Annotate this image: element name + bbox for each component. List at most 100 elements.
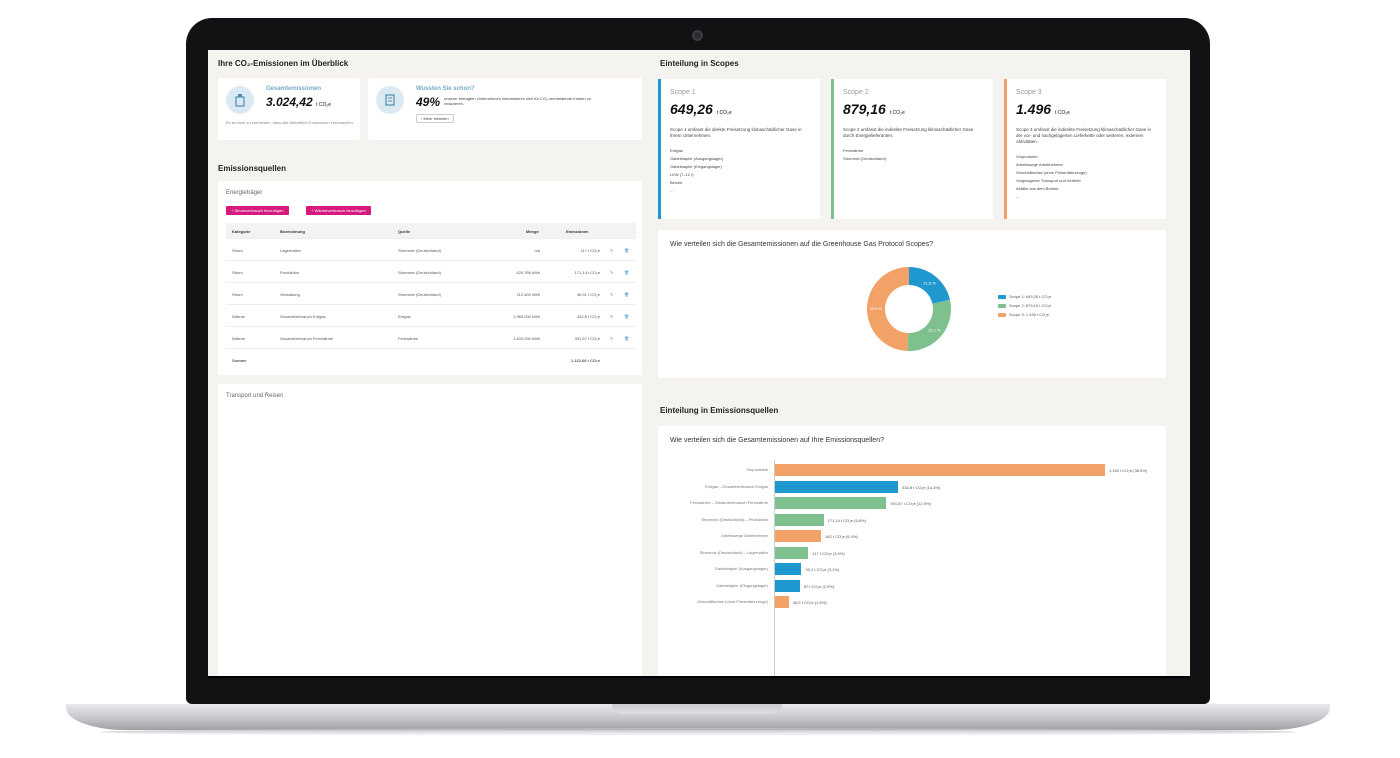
scope-name: Scope 2 <box>843 89 869 96</box>
transport-title[interactable]: Transport und Reisen <box>226 393 284 399</box>
scope-chart-card: Wie verteilen sich die Gesamtemissionen … <box>658 230 1166 378</box>
fact-label: Wussten Sie schon? <box>416 86 475 92</box>
more-info-button[interactable]: › Mehr erfahren <box>416 114 454 123</box>
trash-icon[interactable]: 🗑 <box>624 270 630 275</box>
pencil-icon[interactable]: ✎ <box>610 314 614 319</box>
legend-swatch <box>998 312 1006 317</box>
bar[interactable] <box>775 464 1105 476</box>
bar-chart: Vorprodukte 1.160 t CO₂e (38,5%) Erdgas – … <box>658 460 1166 676</box>
donut-slice[interactable] <box>866 267 909 351</box>
fact-value: 49% <box>416 95 441 109</box>
bar[interactable] <box>775 530 822 542</box>
bar-value-label: 391,57 t CO₂e (12,9%) <box>890 501 931 506</box>
bar-value-label: 432,8 t CO₂e (14,3%) <box>902 484 941 490</box>
bar[interactable] <box>775 513 824 526</box>
energy-card: Energieträger + Stromverbrauch hinzufüge… <box>218 181 642 375</box>
scope-color-bar <box>1004 79 1007 219</box>
pencil-icon[interactable]: ✎ <box>610 248 614 253</box>
scope-card-1: Scope 1 649,26 t CO₂e Scope 1 umfasst di… <box>658 79 820 219</box>
bar[interactable] <box>775 546 809 559</box>
total-emissions-card: Gesamtemissionen 3.024,42 t CO₂e Es ist … <box>218 78 360 140</box>
bar-category-label: Gabelstapler (Ausgangslager) <box>714 566 768 571</box>
legend-label: Scope 2: 879,16 t CO₂e <box>1009 303 1052 308</box>
pencil-icon[interactable]: ✎ <box>610 270 614 275</box>
laptop-notch <box>612 704 782 714</box>
sources-title: Emissionsquellen <box>218 164 287 173</box>
bar[interactable] <box>775 563 802 575</box>
sources-chart-card: Wie verteilen sich die Gesamtemissionen … <box>658 426 1166 676</box>
add-power-button[interactable]: + Stromverbrauch hinzufügen <box>226 206 289 215</box>
trash-icon[interactable]: 🗑 <box>624 314 630 319</box>
table-row: Strom Produktion Strommix (Deutschland) … <box>226 261 636 283</box>
bar-category-label: Strommix (Deutschland) – Produktion <box>701 516 768 522</box>
laptop-shadow <box>100 728 1296 736</box>
bar[interactable] <box>775 579 800 592</box>
bar-value-label: 171,14 t CO₂e (5,6%) <box>827 517 866 523</box>
legend-item[interactable]: Scope 3: 1.496 t CO₂e <box>998 312 1049 317</box>
total-note: Es ist nicht zu vermeiden, dass alle Akt… <box>226 120 354 125</box>
building-icon <box>226 86 254 114</box>
screen: Ihre CO₂-Emissionen im Überblick Gesamte… <box>208 50 1190 676</box>
bar-value-label: 93,1 t CO₂e (3,1%) <box>805 567 840 572</box>
donut-legend: Scope 1: 649,26 t CO₂e Scope 2: 879,16 t … <box>998 294 1118 324</box>
trash-icon[interactable]: 🗑 <box>624 336 630 341</box>
donut-slice[interactable] <box>909 267 950 304</box>
sources-chart-title: Einteilung in Emissionsquellen <box>660 406 779 415</box>
scope-card-2: Scope 2 879,16 t CO₂e Scope 2 umfasst di… <box>831 79 993 219</box>
bar-category-label: Gabelstapler (Eingangslager) <box>715 582 768 588</box>
legend-item[interactable]: Scope 2: 879,16 t CO₂e <box>998 303 1051 308</box>
bar[interactable] <box>775 480 899 493</box>
table-header: Kategorie Bezeichnung Quelle Menge Emiss… <box>226 223 636 239</box>
scope-desc: Scope 2 umfasst die indirekte Freisetzun… <box>843 127 974 138</box>
scope-value: 1.496 t CO₂e <box>1016 101 1070 117</box>
pencil-icon[interactable]: ✎ <box>610 336 614 341</box>
scope-list: Erdgas Gabelstapler (Ausgangslager) Gabe… <box>670 148 724 193</box>
sources-chart-question: Wie verteilen sich die Gesamtemissionen … <box>670 437 884 444</box>
bar-category-label: Vorprodukte <box>746 467 768 472</box>
trash-icon[interactable]: 🗑 <box>624 292 630 297</box>
energy-title: Energieträger <box>226 190 263 196</box>
scope-card-3: Scope 3 1.496 t CO₂e Scope 3 umfasst die… <box>1004 79 1166 219</box>
scope-name: Scope 1 <box>670 89 696 96</box>
total-label: Gesamtemissionen <box>266 86 322 92</box>
table-row: Strom Lagerhallen Strommix (Deutschland)… <box>226 239 636 261</box>
trash-icon[interactable]: 🗑 <box>624 248 630 253</box>
bar-category-label: Strommix (Deutschland) – Lagerhallen <box>699 549 768 555</box>
bar-category-label: Fernwärme – Gesamtverbrauch Fernwärme <box>690 500 768 505</box>
donut-slice[interactable] <box>907 299 951 351</box>
pencil-icon[interactable]: ✎ <box>610 292 614 297</box>
scope-color-bar <box>658 79 661 219</box>
bar-category-label: Erdgas – Gesamtverbrauch Erdgas <box>705 483 768 489</box>
energy-table: Kategorie Bezeichnung Quelle Menge Emiss… <box>226 223 636 368</box>
scope-name: Scope 3 <box>1016 89 1042 96</box>
scopes-title: Einteilung in Scopes <box>660 59 739 68</box>
bar-value-label: 87 t CO₂e (2,9%) <box>803 583 835 589</box>
scope-value: 649,26 t CO₂e <box>670 101 732 117</box>
table-row: Strom Verwaltung Strommix (Deutschland) … <box>226 283 636 305</box>
legend-label: Scope 3: 1.496 t CO₂e <box>1009 312 1050 317</box>
donut-slice-label: 21,5 % <box>923 281 936 286</box>
bar[interactable] <box>775 596 789 608</box>
table-sum-row: Summe 1.122,66 t CO₂e <box>232 358 600 363</box>
table-row: Wärme Gesamtverbrauch Fernwärme Fernwärm… <box>226 327 636 349</box>
total-value: 3.024,42 t CO₂e <box>266 95 332 109</box>
bar-category-label: Geschäftsreise (ohne Firmenfahrzeuge) <box>697 599 768 604</box>
donut-chart: 21,5 % 29,1 % 49,5 % <box>866 267 951 351</box>
bar-value-label: 48,5 t CO₂e (1,6%) <box>792 600 827 605</box>
fact-card: Wussten Sie schon? 49% unserer befragten… <box>368 78 642 140</box>
scope-chart-question: Wie verteilen sich die Gesamtemissionen … <box>670 241 934 248</box>
overview-title: Ihre CO₂-Emissionen im Überblick <box>218 59 349 68</box>
bar-axis <box>774 460 775 676</box>
transport-card: Transport und Reisen <box>218 384 642 676</box>
scope-desc: Scope 1 umfasst die direkte Freisetzung … <box>670 127 802 138</box>
add-heat-button[interactable]: + Wärmeverbrauch hinzufügen <box>306 206 371 215</box>
fact-text: unserer befragten Unternehmen interessie… <box>444 96 591 106</box>
legend-item[interactable]: Scope 1: 649,26 t CO₂e <box>998 294 1051 299</box>
scope-color-bar <box>831 79 834 219</box>
legend-swatch <box>998 294 1006 299</box>
legend-label: Scope 1: 649,26 t CO₂e <box>1009 294 1052 299</box>
document-icon <box>376 86 404 114</box>
bar[interactable] <box>775 497 887 509</box>
scope-desc: Scope 3 umfasst die indirekte Freisetzun… <box>1016 127 1152 144</box>
donut-slice-label: 29,1 % <box>928 328 941 333</box>
